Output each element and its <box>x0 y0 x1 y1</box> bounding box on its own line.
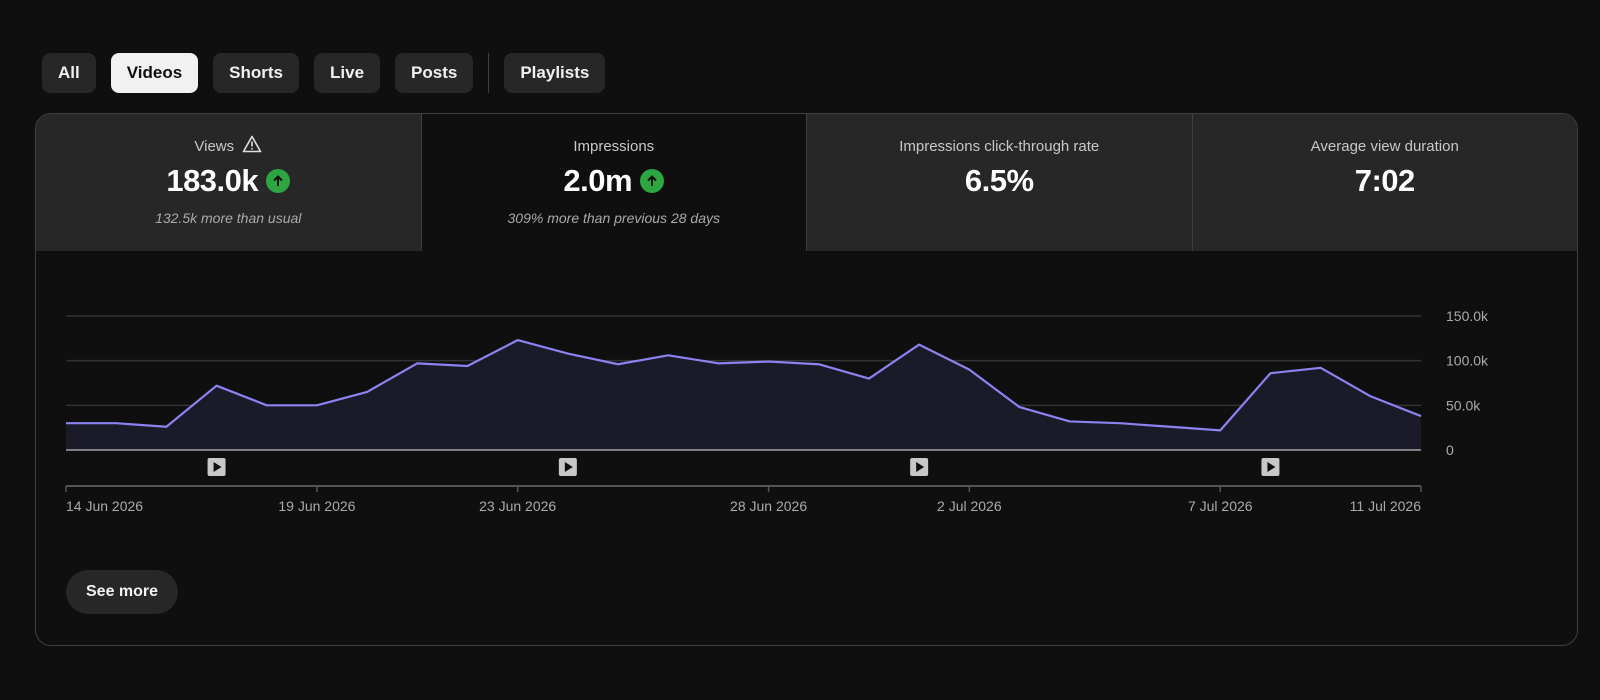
metric-tabs: Views 183.0k 132.5k <box>36 114 1577 251</box>
metric-impressions[interactable]: Impressions 2.0m 309% more than previous… <box>420 114 807 251</box>
x-tick-label: 19 Jun 2026 <box>278 498 355 514</box>
metric-value: 7:02 <box>1354 163 1416 198</box>
tab-shorts[interactable]: Shorts <box>213 53 300 93</box>
x-tick-label: 14 Jun 2026 <box>66 498 143 514</box>
chart-svg: 150.0k 100.0k 50.0k 0 14 Jun 2026 19 Jun 2026… <box>65 308 1489 514</box>
metric-title-label: Views <box>194 137 235 155</box>
impressions-chart: 150.0k 100.0k 50.0k 0 14 Jun 2026 19 Jun 2026… <box>36 251 1577 551</box>
metric-value: 2.0m <box>563 163 633 198</box>
metric-title: Impressions click-through rate <box>807 136 1192 156</box>
arrow-up-icon <box>266 169 291 193</box>
video-marker-icon[interactable] <box>910 458 929 476</box>
content-type-tabs: All Videos Shorts Live Posts Playlists <box>42 53 606 93</box>
y-tick-label: 50.0k <box>1446 397 1481 413</box>
video-marker-icon[interactable] <box>1261 458 1280 476</box>
x-tick-label: 11 Jul 2026 <box>1350 498 1422 514</box>
series-area <box>66 340 1421 450</box>
tab-posts[interactable]: Posts <box>395 53 474 93</box>
metric-value: 6.5% <box>964 163 1034 198</box>
tab-live[interactable]: Live <box>314 53 381 93</box>
tab-playlists[interactable]: Playlists <box>504 53 606 93</box>
arrow-up-icon <box>640 169 665 193</box>
y-tick-label: 150.0k <box>1446 308 1489 324</box>
metric-title: Views <box>36 135 421 157</box>
metric-subtext: 132.5k more than usual <box>155 210 302 226</box>
video-marker-icon[interactable] <box>207 458 226 476</box>
tab-videos[interactable]: Videos <box>110 53 199 93</box>
metric-avg-view-duration[interactable]: Average view duration 7:02 <box>1191 114 1578 251</box>
series-line <box>66 339 1422 432</box>
metric-title-label: Impressions click-through rate <box>899 137 1100 155</box>
metric-views[interactable]: Views 183.0k 132.5k <box>36 114 421 251</box>
metric-subtext: 309% more than previous 28 days <box>507 210 720 226</box>
warning-icon[interactable] <box>242 135 262 157</box>
y-tick-label: 0 <box>1446 442 1454 458</box>
x-tick-label: 2 Jul 2026 <box>937 498 1002 514</box>
metric-title: Impressions <box>422 136 807 156</box>
x-tick-label: 23 Jun 2026 <box>479 498 556 514</box>
metric-value: 183.0k <box>166 163 259 198</box>
metric-title-label: Impressions <box>573 137 655 155</box>
metric-ctr[interactable]: Impressions click-through rate 6.5% <box>806 114 1192 251</box>
tab-divider <box>488 53 490 93</box>
metric-title-label: Average view duration <box>1310 137 1459 155</box>
see-more-button[interactable]: See more <box>66 570 179 614</box>
tab-all[interactable]: All <box>42 53 96 93</box>
analytics-card: Views 183.0k 132.5k <box>35 113 1578 646</box>
video-marker-icon[interactable] <box>558 458 577 476</box>
x-tick-label: 28 Jun 2026 <box>730 498 807 514</box>
x-tick-label: 7 Jul 2026 <box>1188 498 1253 514</box>
y-tick-label: 100.0k <box>1446 353 1489 369</box>
metric-title: Average view duration <box>1193 136 1578 156</box>
